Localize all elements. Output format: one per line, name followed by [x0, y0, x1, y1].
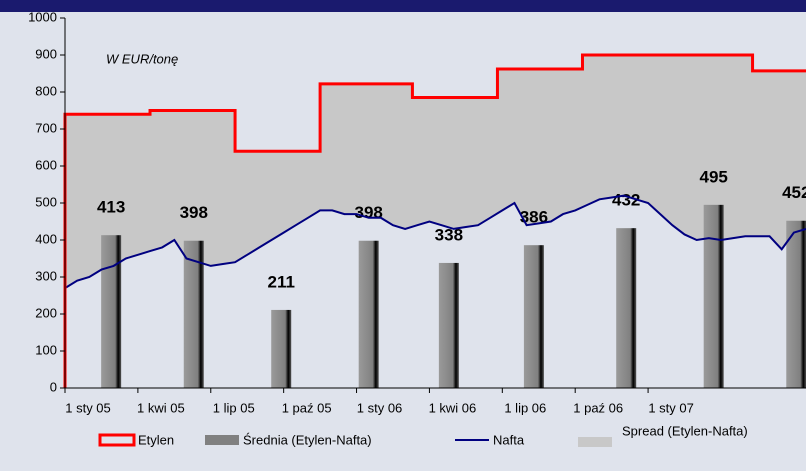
y-tick-label: 0	[50, 379, 57, 394]
data-label: 338	[435, 225, 463, 244]
y-tick-label: 200	[35, 305, 57, 320]
line	[64, 194, 806, 289]
bar	[271, 309, 292, 388]
legend-swatch	[205, 435, 239, 445]
y-tick-label: 600	[35, 157, 57, 172]
data-label: 398	[355, 203, 383, 222]
legend-swatch	[98, 433, 136, 447]
y-tick-label: 1000	[28, 9, 57, 24]
bar	[703, 204, 724, 388]
x-tick-label: 1 lip 06	[504, 400, 546, 415]
data-label: 398	[180, 203, 208, 222]
y-tick-label: 700	[35, 120, 57, 135]
data-label: 452	[782, 183, 806, 202]
x-tick-label: 1 paź 05	[282, 400, 332, 415]
y-tick-label: 900	[35, 46, 57, 61]
data-label: 413	[97, 198, 125, 217]
y-tick-label: 300	[35, 268, 57, 283]
bar	[523, 245, 544, 388]
annotation: W EUR/tonę	[106, 51, 178, 66]
x-tick-label: 1 kwi 06	[429, 400, 477, 415]
bar	[358, 240, 379, 388]
spread-area	[65, 55, 806, 289]
y-tick-label: 800	[35, 83, 57, 98]
y-tick-label: 400	[35, 231, 57, 246]
x-tick-label: 1 lip 05	[213, 400, 255, 415]
bar	[101, 235, 122, 388]
bar	[786, 220, 806, 388]
x-tick-label: 1 sty 06	[357, 400, 403, 415]
top-band	[0, 0, 806, 12]
y-tick-label: 500	[35, 194, 57, 209]
x-tick-label: 1 sty 05	[65, 400, 111, 415]
legend-label: Spread (Etylen-Nafta)	[622, 423, 748, 438]
legend-label: Średnia (Etylen-Nafta)	[243, 432, 372, 447]
legend-label: Etylen	[138, 432, 174, 447]
data-label: 386	[520, 208, 548, 227]
x-tick-label: 1 sty 07	[648, 400, 694, 415]
data-label: 495	[699, 167, 727, 186]
step-line	[63, 53, 806, 388]
x-tick-label: 1 paź 06	[573, 400, 623, 415]
y-tick-label: 100	[35, 342, 57, 357]
data-label: 211	[268, 272, 295, 291]
x-tick-label: 1 kwi 05	[137, 400, 185, 415]
bar	[616, 228, 637, 388]
bar	[183, 240, 204, 388]
legend-swatch	[578, 437, 612, 447]
legend-label: Nafta	[493, 432, 525, 447]
bar	[438, 262, 459, 388]
